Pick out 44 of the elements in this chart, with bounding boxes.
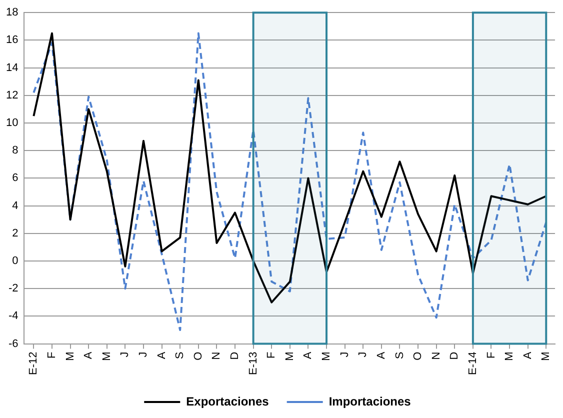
y-tick-label: -2 xyxy=(8,282,18,295)
y-tick-label: -6 xyxy=(8,338,18,350)
x-tick-label: E-12 xyxy=(28,352,40,376)
y-tick-label: 6 xyxy=(12,172,18,184)
x-tick-label: N xyxy=(210,352,223,360)
x-tick-label: O xyxy=(412,351,424,360)
x-tick-label: E-13 xyxy=(247,352,260,376)
legend-label: Exportaciones xyxy=(186,394,270,408)
x-tick-label: A xyxy=(82,351,95,360)
y-tick-label: 8 xyxy=(12,144,18,157)
x-tick-label: M xyxy=(504,352,516,361)
x-tick-label: E-14 xyxy=(466,352,479,376)
y-tick-label: 18 xyxy=(6,6,18,19)
x-tick-label: A xyxy=(375,351,388,360)
x-tick-label: A xyxy=(522,351,534,360)
x-tick-label: F xyxy=(46,352,58,358)
x-tick-label: O xyxy=(192,351,204,360)
y-tick-label: 0 xyxy=(12,255,18,268)
x-tick-label: D xyxy=(229,352,242,360)
x-tick-label: N xyxy=(430,352,442,360)
y-tick-label: 10 xyxy=(6,117,18,130)
x-tick-label: M xyxy=(320,352,333,361)
y-tick-label: 4 xyxy=(12,200,18,212)
y-tick-label: 14 xyxy=(6,62,18,74)
x-tick-label: S xyxy=(394,352,406,360)
x-tick-label: M xyxy=(540,352,552,361)
x-tick-label: J xyxy=(119,352,132,358)
x-tick-label: S xyxy=(174,352,186,360)
y-tick-label: 12 xyxy=(6,89,18,102)
y-tick-label: 16 xyxy=(6,34,18,46)
legend-label: Importaciones xyxy=(328,394,412,408)
y-tick-label: -4 xyxy=(8,310,18,322)
x-tick-label: J xyxy=(357,352,370,358)
y-tick-label: 2 xyxy=(12,227,18,240)
x-tick-label: A xyxy=(156,351,168,360)
x-tick-label: M xyxy=(64,352,76,361)
x-tick-label: F xyxy=(266,352,278,358)
x-tick-label: J xyxy=(138,352,150,358)
x-tick-label: M xyxy=(100,352,113,361)
x-tick-label: F xyxy=(485,352,498,358)
x-tick-label: M xyxy=(284,352,296,361)
x-tick-label: J xyxy=(338,352,351,358)
x-tick-label: D xyxy=(448,352,461,360)
x-tick-label: A xyxy=(302,351,314,360)
